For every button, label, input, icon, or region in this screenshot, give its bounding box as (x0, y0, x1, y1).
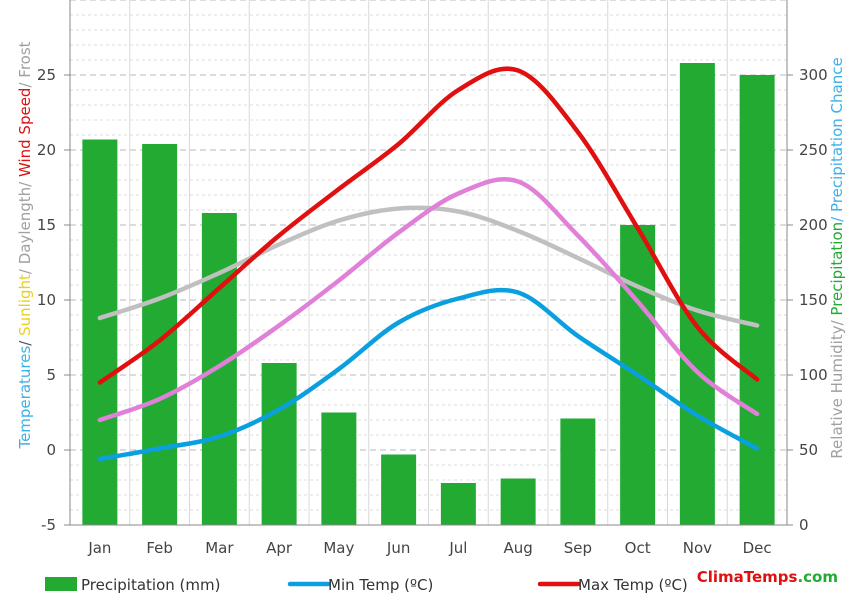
mean-temp-line (97, 176, 760, 423)
right-axis-title-part: Precipitation (828, 222, 846, 316)
brand-logo[interactable]: ClimaTemps.com (697, 568, 838, 586)
left-axis-title-part: / Frost (16, 41, 34, 87)
left-axis-title-part: Sunlight (16, 274, 34, 336)
left-tick-label: 15 (37, 216, 56, 234)
month-label: Jul (448, 539, 467, 557)
legend-label: Precipitation (mm) (81, 576, 220, 594)
left-tick-label: 0 (46, 441, 56, 459)
legend-label: Min Temp (ºC) (328, 576, 433, 594)
precipitation-bar (82, 139, 118, 525)
temperature-lines (97, 66, 760, 462)
right-tick-label: 250 (799, 141, 828, 159)
right-tick-label: 0 (799, 516, 809, 534)
right-axis-title-part: Relative Humidity/ (828, 316, 846, 459)
precipitation-bar (261, 363, 297, 525)
precipitation-bars (82, 63, 775, 525)
precipitation-bar (142, 144, 178, 525)
right-tick-label: 100 (799, 366, 828, 384)
left-axis-title: Temperatures/ Sunlight/ Daylength/ Wind … (16, 41, 34, 449)
precipitation-bar (321, 412, 357, 525)
left-tick-label: 25 (37, 66, 56, 84)
precipitation-bar (381, 454, 417, 525)
max-temp-line (97, 66, 760, 385)
legend: Precipitation (mm) Min Temp (ºC) Max Temp … (45, 576, 688, 594)
month-label: Feb (146, 539, 173, 557)
precipitation-bar (560, 418, 596, 525)
month-label: Nov (683, 539, 712, 557)
right-tick-label: 300 (799, 66, 828, 84)
left-axis-title-part: Temperatures (16, 346, 34, 450)
month-label: Mar (205, 539, 234, 557)
month-label: Dec (743, 539, 772, 557)
precipitation-bar (440, 483, 476, 525)
right-axis-title: Relative Humidity/ Precipitation/ Precip… (828, 57, 846, 458)
right-tick-label: 50 (799, 441, 818, 459)
right-tick-label: 150 (799, 291, 828, 309)
axes (64, 0, 793, 526)
left-tick-label: 10 (37, 291, 56, 309)
precipitation-bar (500, 478, 536, 525)
left-tick-label: -5 (41, 516, 56, 534)
precipitation-bar (679, 63, 715, 525)
brand-name: ClimaTemps (697, 568, 798, 586)
daylength-line (97, 205, 760, 328)
month-label: Sep (564, 539, 592, 557)
grid (69, 0, 788, 526)
precipitation-bar (201, 213, 237, 525)
right-tick-label: 200 (799, 216, 828, 234)
left-tick-label: 5 (46, 366, 56, 384)
left-axis-title-part: Wind Speed (16, 88, 34, 178)
month-label: Jun (386, 539, 410, 557)
right-axis-title-part: / Precipitation Chance (828, 57, 846, 222)
month-label: Aug (503, 539, 532, 557)
precipitation-bar (739, 75, 775, 525)
legend-label: Max Temp (ºC) (578, 576, 688, 594)
min-temp-line (97, 287, 760, 462)
left-axis-title-part: / (16, 336, 34, 346)
month-label: Oct (625, 539, 651, 557)
left-tick-label: 20 (37, 141, 56, 159)
month-label: Apr (266, 539, 293, 557)
month-label: May (323, 539, 354, 557)
left-axis-title-part: / Daylength/ (16, 177, 34, 274)
month-label: Jan (87, 539, 111, 557)
legend-swatch-bar (45, 577, 77, 591)
brand-tld: .com (797, 568, 838, 586)
